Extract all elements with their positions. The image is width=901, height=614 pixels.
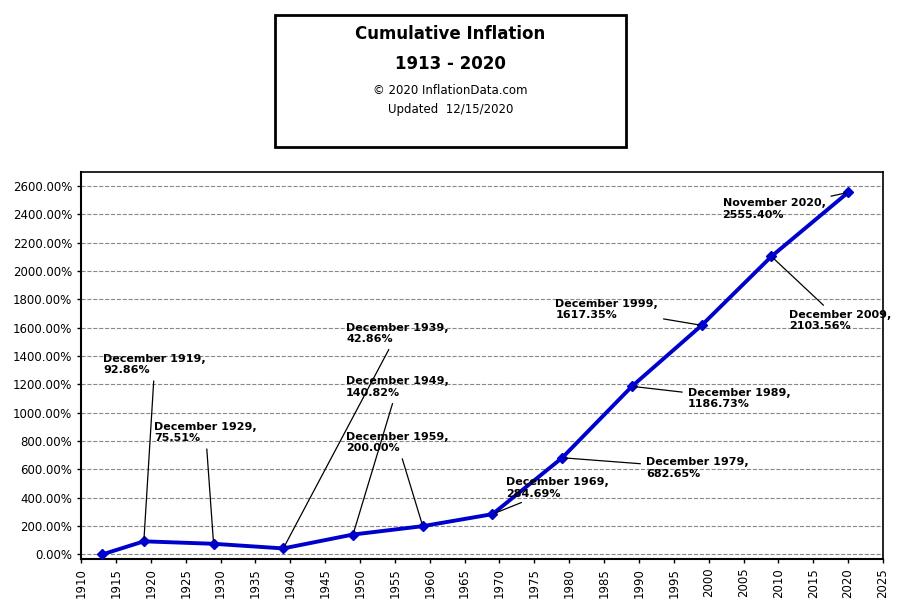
Text: December 1989,
1186.73%: December 1989, 1186.73% [634,387,790,410]
Text: Updated  12/15/2020: Updated 12/15/2020 [387,103,514,116]
Text: December 1999,
1617.35%: December 1999, 1617.35% [555,298,699,325]
Text: December 1959,
200.00%: December 1959, 200.00% [346,432,449,524]
Text: © 2020 InflationData.com: © 2020 InflationData.com [373,84,528,98]
Text: 1913 - 2020: 1913 - 2020 [395,55,506,74]
Text: December 1949,
140.82%: December 1949, 140.82% [346,376,449,532]
Text: December 1969,
284.69%: December 1969, 284.69% [495,477,609,513]
Text: December 1979,
682.65%: December 1979, 682.65% [565,457,749,479]
Text: December 2009,
2103.56%: December 2009, 2103.56% [773,258,891,332]
Text: December 1919,
92.86%: December 1919, 92.86% [104,354,206,538]
Text: December 1929,
75.51%: December 1929, 75.51% [154,422,257,541]
Text: November 2020,
2555.40%: November 2020, 2555.40% [723,193,845,220]
Text: Cumulative Inflation: Cumulative Inflation [355,25,546,43]
Text: December 1939,
42.86%: December 1939, 42.86% [285,322,449,546]
